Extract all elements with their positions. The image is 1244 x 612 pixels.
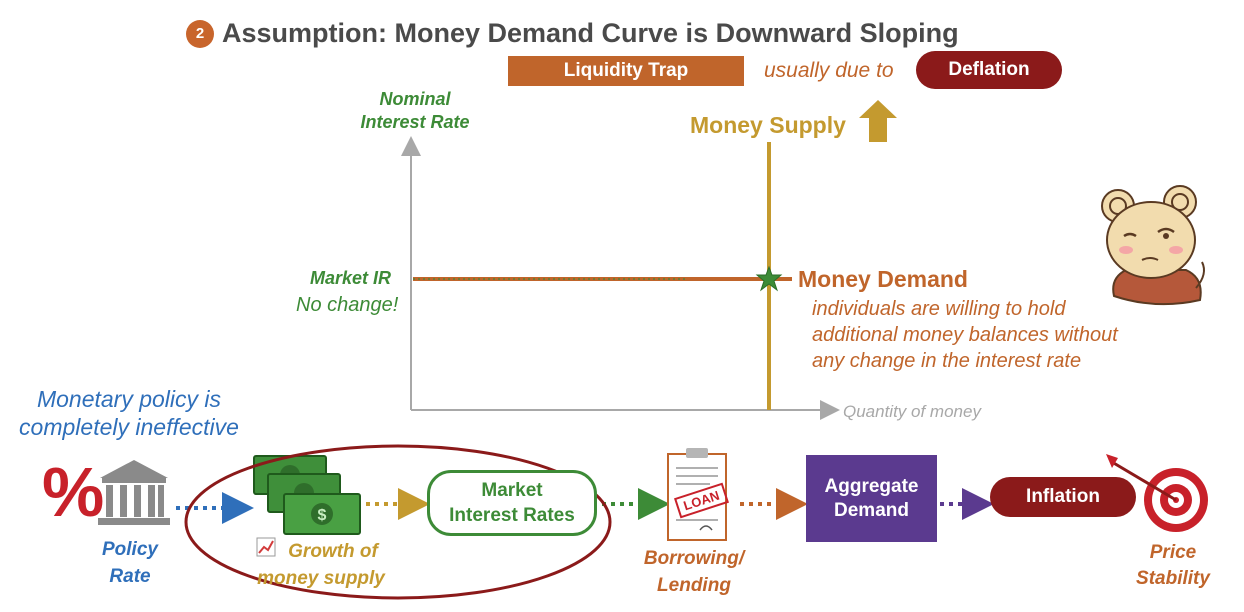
liquidity-trap-label: Liquidity Trap — [508, 56, 744, 86]
inflation-label: Inflation — [990, 477, 1136, 517]
target-icon — [1106, 454, 1208, 532]
x-axis-label: Quantity of money — [843, 402, 981, 421]
money-demand-description: individuals are willing to hold addition… — [812, 298, 1118, 372]
title-text: Assumption: Money Demand Curve is Downwa… — [222, 18, 959, 48]
y-axis-label: Nominal Interest Rate — [360, 89, 470, 132]
monetary-policy-ineffective-text: Monetary policy is completely ineffectiv… — [19, 386, 239, 440]
percent-symbol-icon: % — [42, 453, 105, 531]
bank-icon — [98, 460, 170, 525]
usually-due-to-text: usually due to — [764, 59, 894, 82]
aggregate-demand-box: Aggregate Demand — [806, 455, 937, 542]
chart-icon — [256, 537, 276, 557]
bear-mascot-icon — [1101, 185, 1205, 306]
growth-of-money-supply-label: Growth of money supply — [257, 541, 385, 589]
equilibrium-star-icon — [755, 265, 783, 292]
market-ir-label: Market IR — [310, 268, 392, 288]
svg-text:$: $ — [318, 507, 327, 524]
highlight-ellipse — [184, 444, 612, 600]
up-arrow-icon — [859, 100, 897, 142]
money-stack-icon: $ — [253, 455, 361, 535]
market-interest-rates-box: Market Interest Rates — [427, 470, 597, 536]
price-stability-label: Price Stability — [1136, 542, 1210, 589]
deflation-label: Deflation — [916, 51, 1062, 89]
step-number-badge: 2 — [186, 19, 214, 48]
policy-rate-label: Policy Rate — [102, 539, 158, 587]
no-change-label: No change! — [296, 294, 399, 316]
money-demand-label: Money Demand — [798, 266, 968, 292]
borrowing-lending-label: Borrowing/ Lending — [643, 548, 745, 596]
loan-document-icon — [667, 448, 727, 541]
page-title: 2 Assumption: Money Demand Curve is Down… — [186, 18, 959, 49]
money-supply-label: Money Supply — [690, 112, 846, 138]
